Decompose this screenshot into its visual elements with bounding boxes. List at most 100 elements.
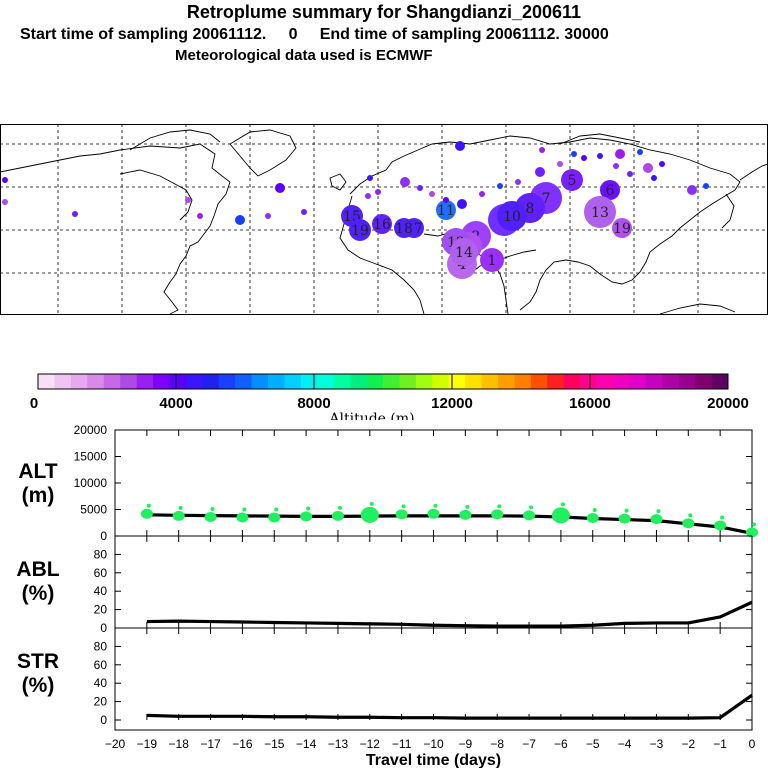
panel-ylabel: ALT — [18, 460, 57, 483]
altitude-spread-marker — [427, 508, 440, 519]
sampling-time-subtitle: Start time of sampling 20061112. 0 End t… — [20, 26, 609, 43]
particle-marker — [367, 175, 373, 181]
colorbar-label: Altitude (m) — [328, 411, 414, 420]
x-tick-label: −10 — [423, 737, 444, 751]
altitude-spread-marker — [140, 508, 153, 519]
y-tick-label: 40 — [94, 676, 108, 690]
altitude-spread-marker — [752, 522, 756, 527]
altitude-spread-marker — [497, 504, 502, 509]
altitude-spread-marker — [172, 510, 185, 521]
particle-marker — [539, 147, 545, 153]
particle-marker — [265, 213, 271, 219]
panels-frame — [114, 429, 753, 731]
cluster-marker — [561, 169, 583, 191]
altitude-spread-marker — [624, 508, 629, 513]
panel-ylabel: (%) — [22, 674, 55, 697]
particle-marker — [275, 183, 285, 193]
cluster-label: 8 — [526, 201, 535, 217]
panel-abl: 0 20 40 60 80 ABL(%) — [16, 535, 753, 635]
altitude-spread-marker — [204, 511, 217, 522]
colorbar-cell — [268, 374, 285, 389]
x-tick-label: −3 — [650, 737, 664, 751]
particle-marker — [627, 171, 633, 177]
x-tick-label: −17 — [200, 737, 221, 751]
altitude-spread-marker — [746, 527, 758, 538]
colorbar-cell — [235, 374, 252, 389]
colorbar-cell — [613, 374, 630, 389]
colorbar-tick-label: 20000 — [707, 395, 749, 412]
altitude-spread-marker — [236, 512, 249, 523]
particle-marker — [443, 197, 449, 203]
altitude-spread-marker — [331, 510, 344, 521]
particle-marker — [597, 153, 603, 159]
x-tick-label: −7 — [522, 737, 536, 751]
colorbar-tick-label: 12000 — [431, 395, 473, 412]
colorbar-ticks: 0 4000 8000 12000 16000 20000 — [30, 374, 749, 412]
cluster-marker — [436, 200, 456, 220]
colorbar-cell — [678, 374, 696, 389]
x-tick-label: 0 — [749, 737, 756, 751]
colorbar-cell — [695, 374, 712, 389]
particle-marker — [659, 161, 665, 167]
altitude-spread-marker — [268, 512, 281, 523]
colorbar-cell — [415, 374, 433, 389]
y-tick-label: 60 — [94, 658, 108, 672]
particle-marker — [400, 177, 410, 187]
colorbar-cell — [547, 374, 565, 389]
y-tick-label: 20000 — [74, 423, 108, 437]
y-tick-label: 0 — [100, 621, 107, 635]
cluster-label: 14 — [455, 245, 473, 261]
x-tick-label: −11 — [392, 737, 412, 751]
x-tick-label: −1 — [713, 737, 727, 751]
particle-marker — [515, 179, 521, 185]
particle-marker — [643, 163, 653, 173]
colorbar-tick-label: 8000 — [297, 395, 330, 412]
colorbar-tick-label: 4000 — [159, 395, 192, 412]
cluster-label: 18 — [395, 221, 413, 237]
altitude-spread-marker — [306, 506, 311, 511]
colorbar-cell — [448, 374, 466, 389]
colorbar-cell — [251, 374, 269, 389]
cluster-marker — [372, 214, 392, 234]
x-tick-label: −13 — [328, 737, 349, 751]
y-tick-label: 40 — [94, 584, 108, 598]
particle-marker — [557, 161, 563, 167]
abl-line — [146, 600, 753, 628]
altitude-spread-marker — [560, 502, 565, 507]
altitude-spread-marker — [551, 507, 570, 524]
altitude-spread-marker — [337, 505, 342, 510]
colorbar-cell — [711, 374, 729, 389]
particle-marker — [235, 215, 245, 225]
x-tick-label: −14 — [296, 737, 317, 751]
altitude-spread-marker — [529, 505, 534, 510]
altitude-spread-marker — [459, 509, 472, 520]
altitude-spread-marker — [465, 504, 470, 509]
cluster-label: 13 — [591, 205, 609, 221]
altitude-spread-marker — [300, 511, 313, 522]
time-series-panels: 05000100001500020000ALT(m)020406080ABL(%… — [16, 423, 758, 768]
y-tick-label: 10000 — [74, 476, 108, 490]
colorbar-cell — [662, 374, 680, 389]
x-axis-label: Travel time (days) — [366, 752, 501, 768]
retroplume-map: 1234567891011121314151617181919 — [0, 124, 768, 315]
particle-marker — [301, 209, 307, 215]
particle-marker — [417, 185, 423, 191]
colorbar-cell — [136, 374, 154, 389]
x-tick-label: −19 — [137, 737, 158, 751]
particle-marker — [497, 183, 503, 189]
y-tick-label: 20 — [94, 695, 108, 709]
y-tick-label: 5000 — [80, 503, 107, 517]
x-tick-label: −4 — [618, 737, 632, 751]
altitude-spread-marker — [714, 520, 727, 531]
y-tick-label: 20 — [94, 603, 108, 617]
colorbar-cell — [563, 374, 581, 389]
y-tick-label: 80 — [94, 547, 108, 561]
altitude-spread-marker — [178, 505, 183, 510]
altitude-spread-marker — [369, 501, 374, 506]
y-tick-label: 80 — [94, 639, 108, 653]
retroplume-clusters: 1234567891011121314151617181919 — [2, 141, 709, 279]
altitude-spread-marker — [401, 504, 406, 509]
panel-alt: 0 5000 10000 15000 20000 ALT(m) — [18, 423, 758, 543]
cluster-marker — [600, 180, 620, 200]
colorbar-cell — [383, 374, 400, 389]
